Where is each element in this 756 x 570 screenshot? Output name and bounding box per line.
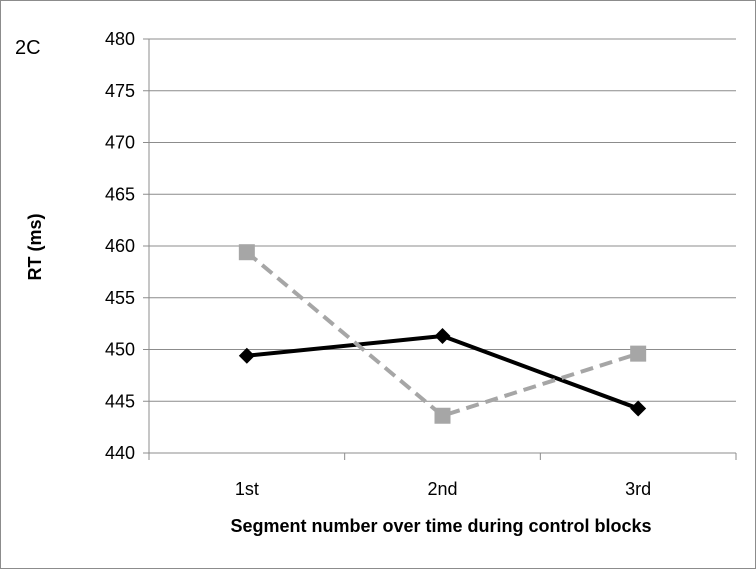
data-point-square	[434, 407, 451, 424]
x-tick-label: 3rd	[625, 479, 651, 499]
y-tick-label: 470	[105, 133, 135, 153]
x-tick-label: 1st	[235, 479, 259, 499]
data-point-diamond	[238, 347, 255, 364]
gridlines	[149, 38, 736, 402]
x-tick-label: 2nd	[427, 479, 457, 499]
y-tick-label: 445	[105, 391, 135, 411]
x-tick-labels: 1st 2nd 3rd	[235, 479, 651, 499]
series-line-2	[245, 250, 639, 418]
y-tick-label: 455	[105, 288, 135, 308]
data-point-square	[630, 345, 647, 362]
y-tick-label: 440	[105, 443, 135, 463]
y-axis-title: RT (ms)	[25, 213, 45, 280]
series-group	[238, 244, 647, 424]
axes	[143, 38, 737, 460]
y-tick-label: 465	[105, 184, 135, 204]
data-point-square	[238, 244, 255, 261]
y-tick-label: 450	[105, 340, 135, 360]
y-tick-label: 475	[105, 81, 135, 101]
data-point-diamond	[630, 400, 647, 417]
panel-label: 2C	[15, 37, 41, 59]
y-tick-label: 460	[105, 236, 135, 256]
data-point-diamond	[434, 328, 451, 345]
series-line-1	[246, 334, 639, 411]
y-tick-label: 480	[105, 29, 135, 49]
y-tick-labels: 440 445 450 455 460 465 470 475 480	[105, 29, 135, 463]
x-axis-title: Segment number over time during control …	[230, 516, 651, 536]
